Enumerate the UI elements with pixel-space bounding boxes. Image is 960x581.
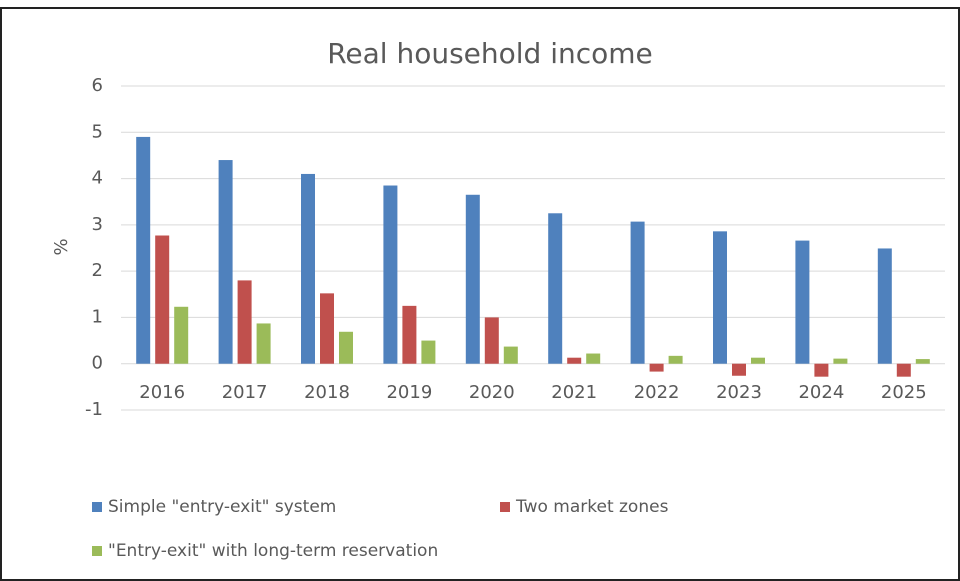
- x-tick-label: 2018: [304, 382, 350, 403]
- legend-label: Simple "entry-exit" system: [108, 497, 336, 517]
- y-axis-label: %: [51, 238, 72, 255]
- y-tick-label: 1: [92, 306, 103, 327]
- bar: [877, 248, 892, 364]
- y-tick-label: 0: [92, 353, 103, 374]
- y-tick-label: 5: [92, 121, 103, 142]
- y-tick-label: -1: [85, 399, 103, 420]
- bar: [795, 240, 810, 364]
- bar: [548, 213, 563, 364]
- bar: [136, 136, 151, 364]
- bar: [630, 221, 645, 364]
- bar: [237, 280, 252, 364]
- legend-swatch: [92, 502, 102, 512]
- bar: [218, 160, 233, 364]
- bar: [174, 306, 189, 364]
- bar: [732, 363, 746, 376]
- bar: [402, 305, 417, 364]
- bar: [155, 235, 170, 364]
- bar: [713, 231, 727, 364]
- bar: [833, 358, 848, 364]
- legend-label: "Entry-exit" with long-term reservation: [108, 541, 438, 561]
- bar: [465, 194, 480, 364]
- bar: [383, 185, 398, 364]
- x-tick-label: 2020: [469, 382, 515, 403]
- chart-title: Real household income: [327, 37, 653, 70]
- bar: [256, 323, 271, 364]
- bar: [484, 317, 499, 364]
- x-tick-label: 2016: [139, 382, 185, 403]
- legend-label: Two market zones: [515, 497, 669, 517]
- bar: [586, 353, 601, 364]
- x-tick-label: 2024: [798, 382, 844, 403]
- y-tick-label: 4: [92, 168, 103, 189]
- y-tick-label: 6: [92, 75, 103, 96]
- bar: [503, 346, 518, 364]
- y-tick-label: 2: [92, 260, 103, 281]
- bar: [896, 363, 911, 377]
- bar: [668, 355, 683, 364]
- bar: [567, 357, 582, 364]
- x-tick-label: 2019: [386, 382, 432, 403]
- bar: [320, 293, 334, 364]
- bar: [751, 357, 765, 364]
- bar: [814, 363, 829, 377]
- bar: [915, 359, 930, 364]
- bar: [339, 331, 353, 364]
- legend-swatch: [92, 546, 102, 556]
- x-tick-label: 2023: [716, 382, 762, 403]
- x-tick-label: 2022: [634, 382, 680, 403]
- x-tick-label: 2025: [881, 382, 927, 403]
- bar: [301, 173, 315, 364]
- legend-swatch: [500, 502, 510, 512]
- bar: [649, 363, 664, 372]
- x-tick-label: 2021: [551, 382, 597, 403]
- bar: [421, 340, 436, 364]
- y-tick-label: 3: [92, 214, 103, 235]
- x-tick-label: 2017: [222, 382, 268, 403]
